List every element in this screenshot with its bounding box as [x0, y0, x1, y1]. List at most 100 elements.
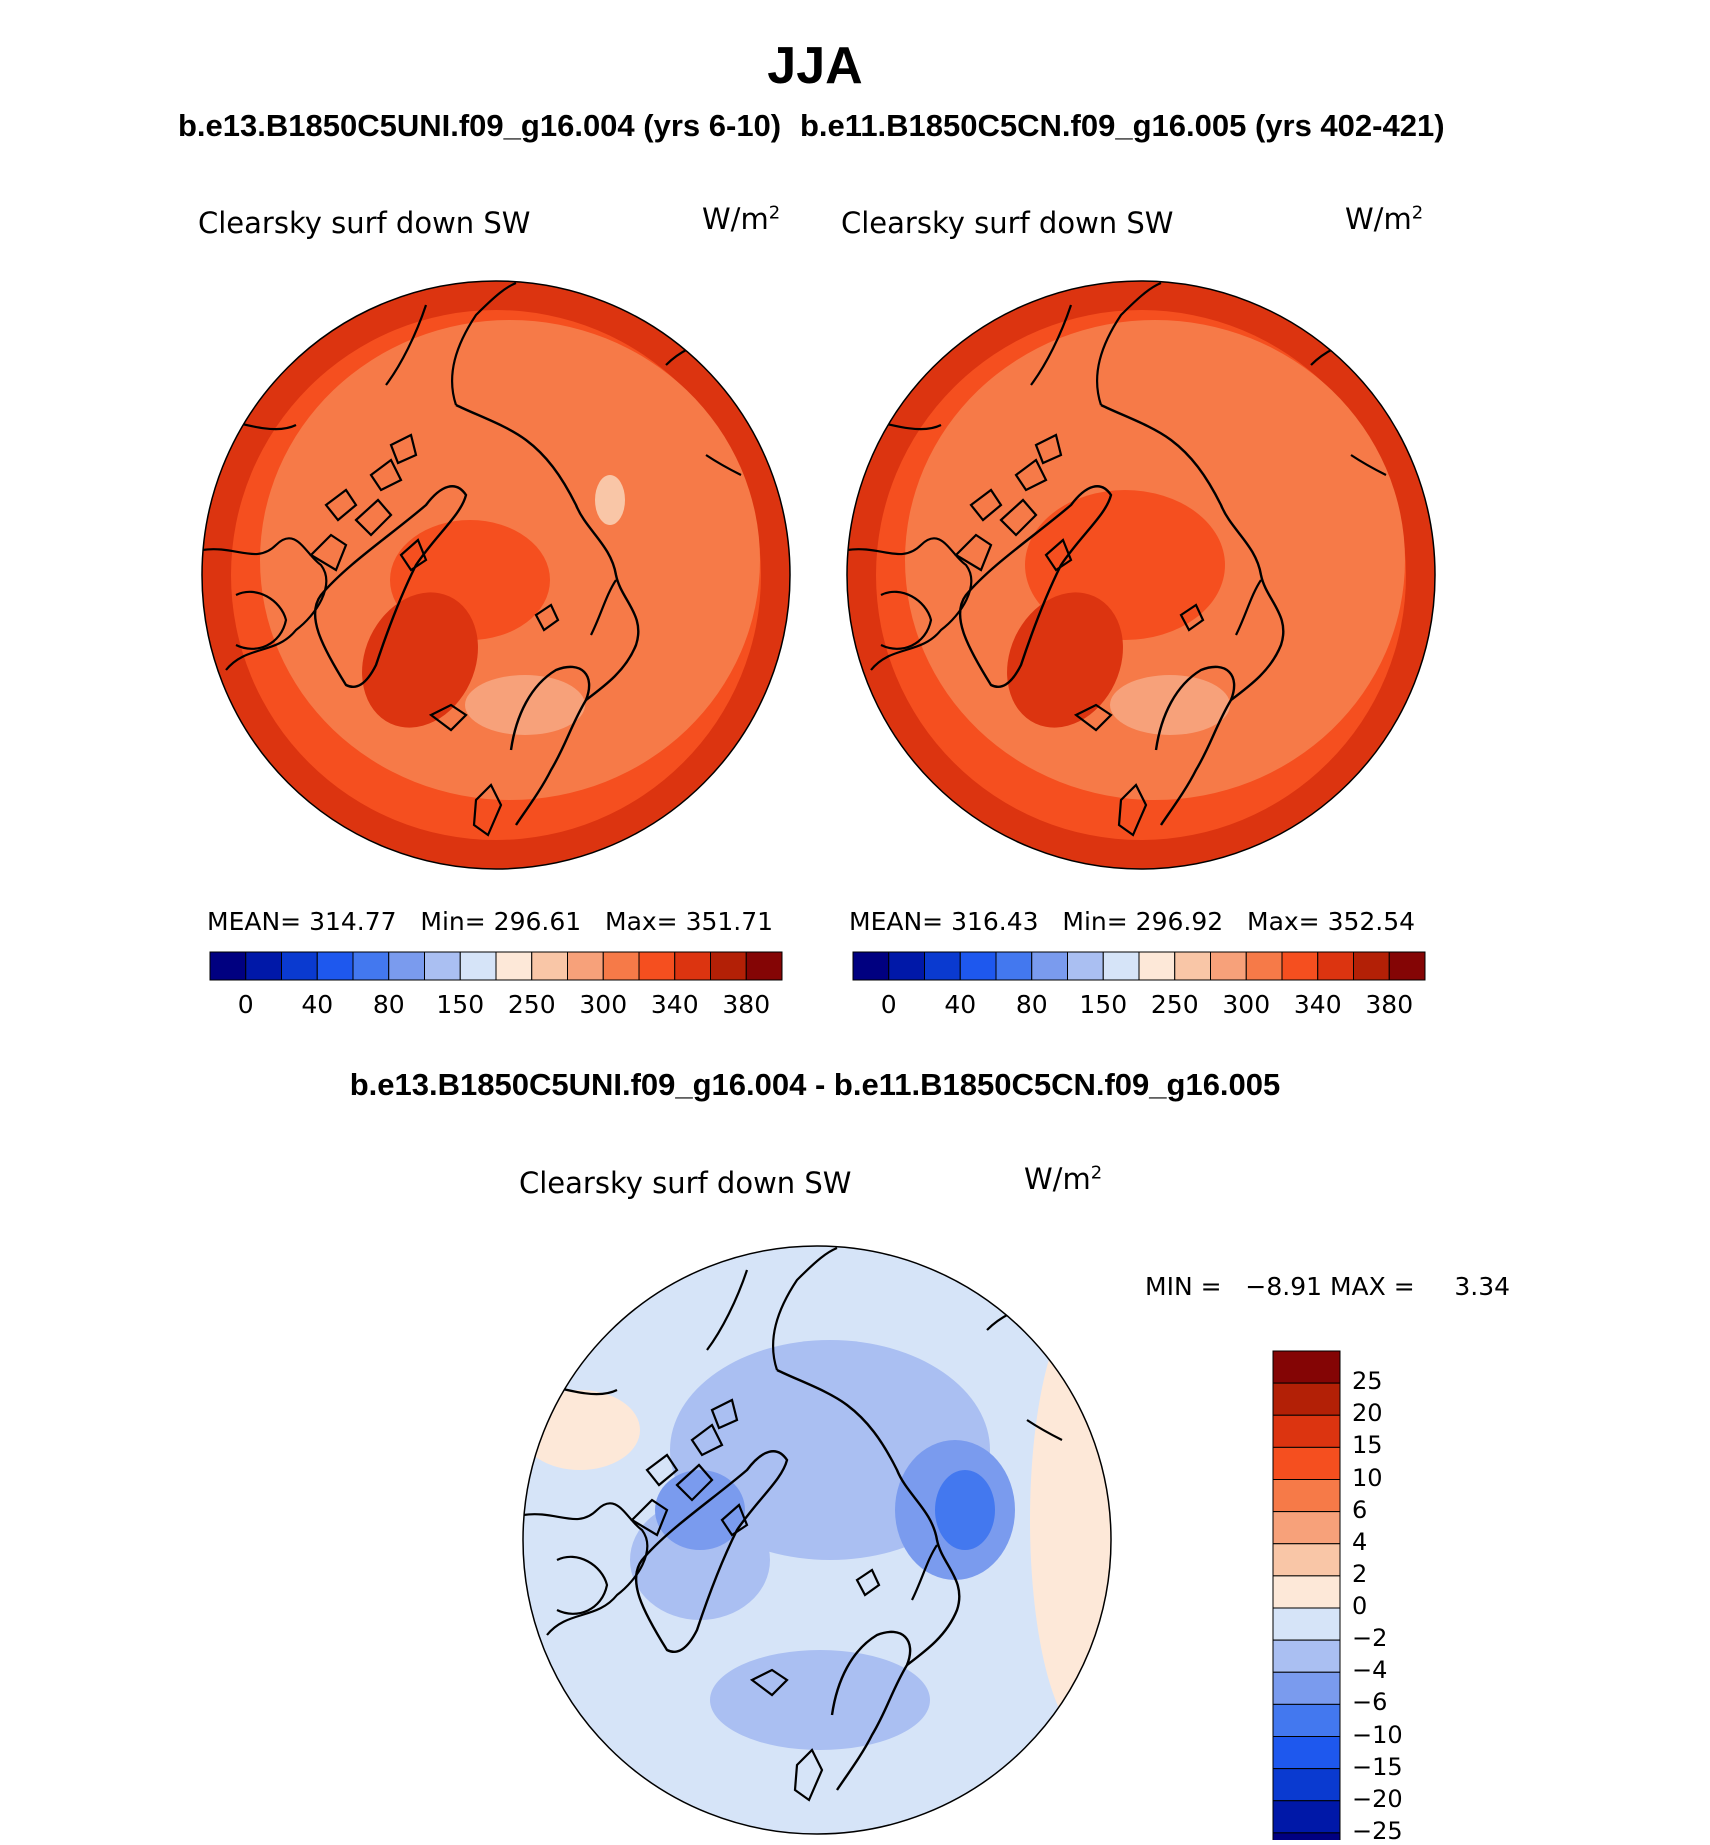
panel2-map	[846, 280, 1436, 870]
colorbar-box	[1272, 1671, 1341, 1705]
colorbar-box	[1272, 1446, 1341, 1480]
colorbar-box	[959, 951, 997, 981]
colorbar-tick-label: 300	[1222, 990, 1271, 1019]
colorbar-box	[1245, 951, 1283, 981]
diff-title: b.e13.B1850C5UNI.f09_g16.004 - b.e11.B18…	[349, 1067, 1281, 1102]
colorbar-box	[209, 951, 247, 981]
colorbar-box	[1067, 951, 1104, 981]
case2-title: b.e11.B1850C5CN.f09_g16.005 (yrs 402-421…	[800, 108, 1445, 143]
panel1-fill-greenland	[362, 592, 478, 728]
diff-variable-label: Clearsky surf down SW	[519, 1166, 852, 1200]
colorbar-tick-label: 80	[1015, 990, 1048, 1019]
colorbar-box	[459, 951, 497, 981]
colorbar-box	[638, 951, 676, 981]
colorbar-tick-label: −20	[1352, 1784, 1403, 1813]
colorbar-box	[1272, 1703, 1341, 1737]
colorbar-tick-label: 150	[436, 990, 485, 1019]
colorbar-box	[602, 951, 640, 981]
panel1-variable-label: Clearsky surf down SW	[198, 206, 531, 240]
colorbar-box	[567, 951, 604, 981]
diff-colorbar	[1272, 1350, 1341, 1840]
colorbar-tick-label: 0	[880, 990, 897, 1019]
colorbar-box	[1272, 1575, 1341, 1609]
colorbar-tick-label: −10	[1352, 1720, 1403, 1749]
colorbar-tick-label: −15	[1352, 1752, 1403, 1781]
colorbar-box	[1388, 951, 1426, 981]
colorbar-tick-label: 10	[1352, 1463, 1383, 1492]
colorbar-tick-label: 0	[237, 990, 254, 1019]
panel2-units: W/m2	[1345, 202, 1424, 236]
diff-map	[522, 1245, 1112, 1835]
colorbar-box	[710, 951, 747, 981]
panel2-fill-greenland	[1007, 592, 1123, 728]
panel2-variable-label: Clearsky surf down SW	[841, 206, 1174, 240]
colorbar-tick-label: 6	[1352, 1495, 1368, 1524]
colorbar-box	[1272, 1350, 1341, 1384]
colorbar-box	[1272, 1414, 1341, 1448]
colorbar-box	[1353, 951, 1390, 981]
colorbar-tick-label: 340	[650, 990, 699, 1019]
diff-stats: MIN = −8.91 MAX = 3.34	[1145, 1272, 1511, 1301]
panel1-stats: MEAN= 314.77 Min= 296.61 Max= 351.71	[207, 907, 774, 936]
diff-units: W/m2	[1024, 1162, 1103, 1196]
colorbar-box	[1272, 1382, 1341, 1416]
colorbar-box	[1272, 1832, 1341, 1840]
colorbar-tick-label: 0	[1352, 1592, 1368, 1620]
panel1-units: W/m2	[702, 202, 781, 236]
colorbar-box	[1272, 1543, 1341, 1577]
colorbar-tick-label: 150	[1079, 990, 1128, 1019]
panel1-map-border	[201, 280, 791, 870]
colorbar-tick-label: 250	[1150, 990, 1199, 1019]
colorbar-box	[995, 951, 1033, 981]
diff-fill-pacific	[1030, 1300, 1111, 1740]
colorbar-tick-label: 380	[722, 990, 771, 1019]
colorbar-box	[1210, 951, 1247, 981]
colorbar-box	[674, 951, 711, 981]
colorbar-box	[1281, 951, 1319, 981]
colorbar-box	[1272, 1607, 1341, 1641]
colorbar-box	[245, 951, 282, 981]
colorbar-box	[924, 951, 961, 981]
colorbar-box	[1272, 1768, 1341, 1802]
colorbar-tick-label: −4	[1352, 1656, 1388, 1685]
panel1-colorbar	[209, 951, 783, 981]
panel2-map-border	[846, 280, 1436, 870]
panel1-fill-patch	[595, 475, 625, 525]
colorbar-box	[1031, 951, 1068, 981]
colorbar-box	[495, 951, 533, 981]
colorbar-tick-label: 80	[372, 990, 405, 1019]
colorbar-tick-label: −6	[1352, 1688, 1388, 1717]
panel1-map	[201, 280, 791, 870]
colorbar-box	[352, 951, 390, 981]
panel2-colorbar	[852, 951, 1426, 981]
colorbar-box	[388, 951, 425, 981]
colorbar-box	[888, 951, 925, 981]
colorbar-tick-label: 40	[301, 990, 334, 1019]
colorbar-box	[424, 951, 461, 981]
colorbar-tick-label: 15	[1352, 1431, 1383, 1460]
colorbar-box	[1272, 1639, 1341, 1673]
colorbar-box	[852, 951, 890, 981]
colorbar-box	[1272, 1511, 1341, 1545]
case1-title: b.e13.B1850C5UNI.f09_g16.004 (yrs 6-10)	[178, 108, 782, 143]
diff-fill-barents-core	[935, 1470, 995, 1550]
colorbar-box	[1272, 1479, 1341, 1513]
diff-fill-south	[710, 1650, 930, 1750]
colorbar-box	[1138, 951, 1176, 981]
diff-fill-westpatch	[523, 1390, 640, 1470]
colorbar-box	[531, 951, 568, 981]
colorbar-tick-label: 380	[1365, 990, 1414, 1019]
colorbar-tick-label: 20	[1352, 1399, 1383, 1428]
colorbar-tick-label: 300	[579, 990, 628, 1019]
colorbar-tick-label: 40	[944, 990, 977, 1019]
panel2-stats: MEAN= 316.43 Min= 296.92 Max= 352.54	[849, 907, 1416, 936]
colorbar-tick-label: 340	[1293, 990, 1342, 1019]
colorbar-tick-label: 250	[507, 990, 556, 1019]
colorbar-box	[1174, 951, 1211, 981]
colorbar-tick-label: 4	[1352, 1527, 1368, 1556]
colorbar-box	[1317, 951, 1354, 981]
colorbar-box	[1272, 1800, 1341, 1834]
colorbar-tick-label: 2	[1352, 1559, 1368, 1588]
figure-title: JJA	[767, 37, 863, 95]
